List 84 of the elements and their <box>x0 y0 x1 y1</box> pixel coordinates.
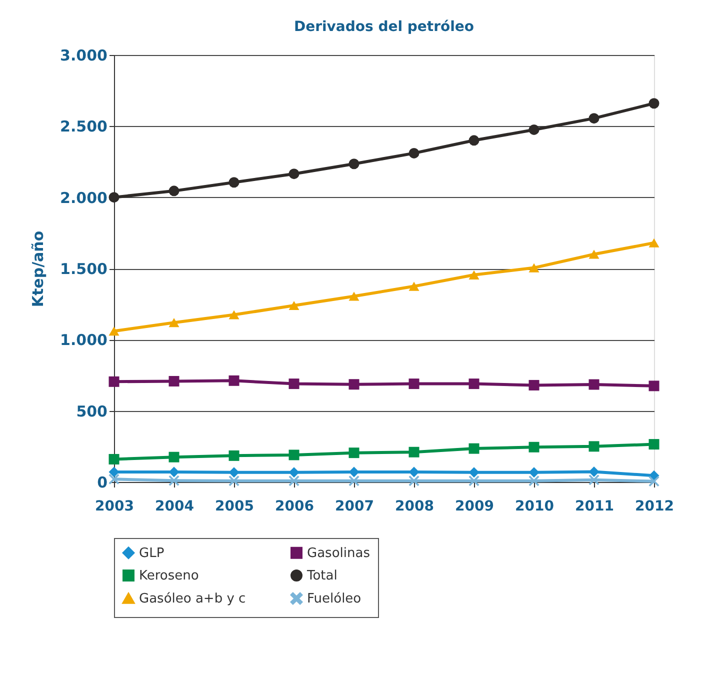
point <box>648 476 660 487</box>
x-tick-label: 2006 <box>275 498 314 514</box>
point <box>408 378 420 390</box>
x-tick-label: 2008 <box>395 498 434 514</box>
x-tick-label: 2004 <box>155 498 194 514</box>
point <box>228 467 240 478</box>
y-tick-label: 500 <box>76 402 108 420</box>
point <box>168 376 180 386</box>
point <box>228 450 240 461</box>
point <box>348 379 360 390</box>
point <box>528 124 540 135</box>
point <box>288 476 300 486</box>
point <box>528 442 540 452</box>
point <box>408 282 420 291</box>
x-tick-label: 2003 <box>95 498 134 514</box>
point <box>468 270 480 280</box>
point <box>588 250 600 259</box>
y-tick-label: 2.000 <box>60 188 108 207</box>
point <box>648 238 660 248</box>
point <box>348 476 360 486</box>
point <box>288 450 300 460</box>
point <box>108 474 120 484</box>
point <box>588 474 600 486</box>
point <box>168 466 180 478</box>
point <box>648 439 660 450</box>
point <box>348 466 360 478</box>
x-tick-label: 2010 <box>515 498 554 514</box>
point <box>468 467 480 478</box>
x-tick-label: 2011 <box>575 498 614 514</box>
point <box>108 326 120 336</box>
point <box>228 375 240 386</box>
point <box>528 263 540 272</box>
point <box>408 466 420 478</box>
point <box>168 452 180 462</box>
point <box>228 310 240 320</box>
point <box>168 186 180 196</box>
point <box>288 300 300 310</box>
point <box>348 292 360 301</box>
point <box>108 192 120 203</box>
point <box>528 476 540 486</box>
legend-label: GLP <box>139 546 164 561</box>
point <box>288 378 300 390</box>
point <box>228 177 240 188</box>
point <box>288 467 300 478</box>
point <box>348 158 360 170</box>
x-tick-label: 2005 <box>215 498 254 514</box>
point <box>468 443 480 454</box>
point <box>588 466 600 477</box>
point <box>348 448 360 458</box>
point <box>468 135 480 146</box>
point <box>408 446 420 458</box>
y-tick-label: 3.000 <box>60 46 108 64</box>
x-tick-label: 2007 <box>335 498 374 514</box>
point <box>588 379 600 390</box>
y-axis-title: Ktep/año <box>29 230 48 308</box>
x-tick-label: 2012 <box>635 498 674 514</box>
y-tick-label: 1.000 <box>60 331 108 350</box>
point <box>168 475 180 486</box>
point <box>108 376 120 387</box>
point <box>648 380 660 392</box>
x-tick-label: 2009 <box>455 498 494 514</box>
point <box>108 454 120 464</box>
point <box>108 466 120 478</box>
point <box>408 476 420 486</box>
y-tick-label: 1.500 <box>60 260 108 278</box>
point <box>588 441 600 452</box>
chart-title: Derivados del petróleo <box>294 19 474 35</box>
point <box>408 148 420 158</box>
legend-label: Gasolinas <box>307 546 370 561</box>
point <box>648 98 660 109</box>
point <box>528 380 540 390</box>
point <box>288 168 300 180</box>
y-tick-label: 0 <box>97 474 108 492</box>
point <box>588 113 600 124</box>
legend-label: Total <box>306 568 338 584</box>
point <box>468 476 480 486</box>
point <box>468 378 480 390</box>
legend-label: Keroseno <box>139 568 199 584</box>
point <box>528 467 540 478</box>
point <box>168 318 180 328</box>
legend-label: Gasóleo a+b y c <box>139 592 246 606</box>
point <box>228 476 240 486</box>
y-tick-label: 2.500 <box>60 118 108 136</box>
legend-label: Fuelóleo <box>307 592 362 606</box>
